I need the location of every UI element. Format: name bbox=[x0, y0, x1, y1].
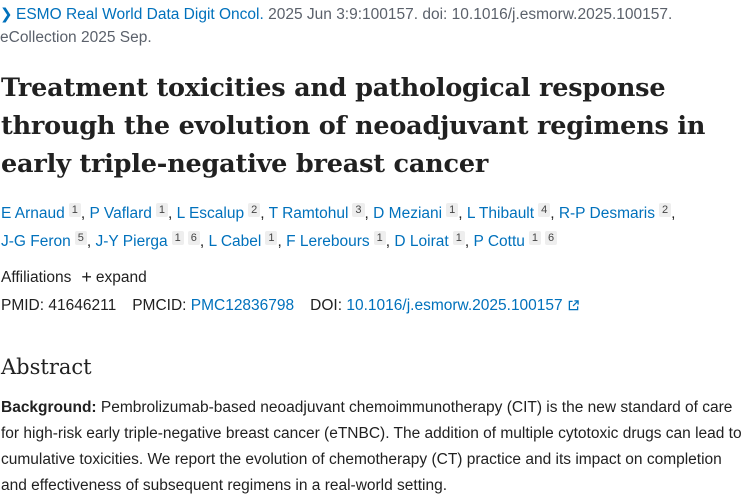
affiliation-ref[interactable]: 6 bbox=[187, 231, 200, 245]
doi-value: 10.1016/j.esmorw.2025.100157 bbox=[346, 297, 563, 314]
author-link[interactable]: D Meziani bbox=[373, 205, 443, 222]
journal-link[interactable]: ESMO Real World Data Digit Oncol. bbox=[16, 6, 264, 23]
doi-label: DOI: bbox=[310, 297, 343, 314]
pmid-label: PMID: bbox=[1, 297, 45, 314]
author-link[interactable]: L Cabel bbox=[208, 233, 262, 250]
affiliation-ref[interactable]: 1 bbox=[171, 231, 184, 245]
background-text: Pembrolizumab-based neoadjuvant chemoimm… bbox=[1, 399, 742, 494]
author-link[interactable]: L Escalup bbox=[176, 205, 245, 222]
author-link[interactable]: D Loirat bbox=[394, 233, 449, 250]
chevron-right-icon[interactable]: ❯ bbox=[0, 6, 13, 23]
affiliation-ref[interactable]: 1 bbox=[265, 231, 278, 245]
affiliation-ref[interactable]: 1 bbox=[68, 203, 81, 217]
affiliation-ref[interactable]: 2 bbox=[248, 203, 261, 217]
affiliation-ref[interactable]: 1 bbox=[446, 203, 459, 217]
plus-icon[interactable]: + bbox=[81, 267, 92, 287]
external-link-icon bbox=[568, 300, 579, 311]
background-label: Background: bbox=[1, 399, 97, 416]
pmcid-label: PMCID: bbox=[132, 297, 187, 314]
authors-list: E Arnaud 1, P Vaflard 1, L Escalup 2, T Ram… bbox=[1, 203, 676, 250]
affiliation-ref[interactable]: 1 bbox=[373, 231, 386, 245]
expand-label[interactable]: expand bbox=[95, 269, 147, 286]
article-title: Treatment toxicities and pathological re… bbox=[1, 73, 706, 179]
author-link[interactable]: T Ramtohul bbox=[268, 205, 349, 222]
author-link[interactable]: J-G Feron bbox=[1, 233, 71, 250]
article-identifiers: PMID: 41646211 PMCID: PMC12836798 DOI: 10.… bbox=[1, 294, 579, 318]
author-link[interactable]: F Lerebours bbox=[286, 233, 370, 250]
abstract-heading: Abstract bbox=[1, 355, 92, 379]
doi-link[interactable]: 10.1016/j.esmorw.2025.100157 bbox=[346, 297, 579, 314]
author-link[interactable]: P Vaflard bbox=[89, 205, 152, 222]
affiliation-ref[interactable]: 5 bbox=[74, 231, 87, 245]
pmid-value: 41646211 bbox=[48, 297, 117, 314]
citation-details: 2025 Jun 3:9:100157. doi: 10.1016/j.esmo… bbox=[0, 6, 673, 46]
affiliation-ref[interactable]: 4 bbox=[538, 203, 551, 217]
affiliation-ref[interactable]: 2 bbox=[658, 203, 672, 217]
affiliation-ref[interactable]: 3 bbox=[352, 203, 365, 217]
affiliation-ref[interactable]: 1 bbox=[452, 231, 465, 245]
affiliation-ref[interactable]: 1 bbox=[155, 203, 168, 217]
journal-citation: ❯ ESMO Real World Data Digit Oncol. 2025 … bbox=[0, 3, 748, 49]
author-link[interactable]: J-Y Pierga bbox=[95, 233, 168, 250]
affiliation-ref[interactable]: 1 bbox=[528, 231, 541, 245]
author-link[interactable]: E Arnaud bbox=[1, 205, 65, 222]
abstract-background: Background: Pembrolizumab-based neoadjuv… bbox=[1, 395, 749, 499]
affiliation-ref[interactable]: 6 bbox=[545, 231, 558, 245]
affiliations-label: Affiliations bbox=[1, 269, 72, 286]
author-link[interactable]: P Cottu bbox=[473, 233, 525, 250]
affiliations-toggle[interactable]: Affiliations + expand bbox=[1, 265, 147, 290]
author-link[interactable]: R-P Desmaris bbox=[558, 205, 655, 222]
pmcid-link[interactable]: PMC12836798 bbox=[190, 297, 295, 314]
author-link[interactable]: L Thibault bbox=[466, 205, 535, 222]
